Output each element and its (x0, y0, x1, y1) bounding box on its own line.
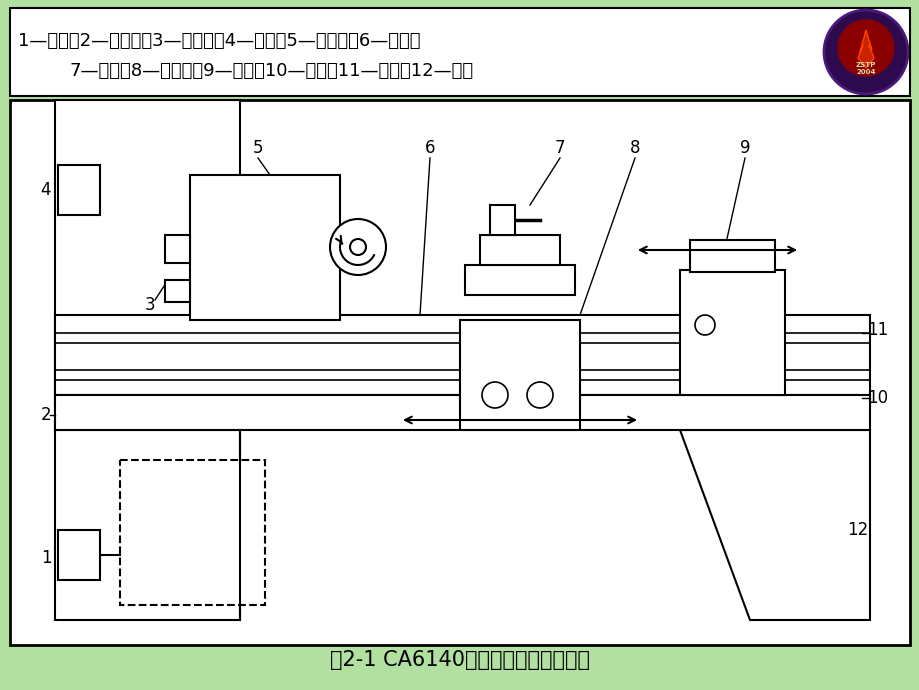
Bar (10, 100, 909, 645)
Bar (480, 235, 560, 265)
Text: 图2-1 CA6140普通车床的结构示意图: 图2-1 CA6140普通车床的结构示意图 (330, 650, 589, 670)
Text: 2: 2 (40, 406, 51, 424)
Bar (58, 530, 100, 580)
Bar (55, 100, 240, 430)
Text: 5: 5 (253, 139, 263, 157)
Text: 10: 10 (867, 389, 888, 407)
Bar (119, 460, 265, 605)
Bar (165, 280, 190, 302)
Bar (55, 315, 869, 395)
Circle shape (527, 382, 552, 408)
Text: ZSTP
2004: ZSTP 2004 (855, 62, 875, 75)
Bar (165, 235, 190, 263)
Text: 3: 3 (144, 296, 155, 314)
Bar (55, 430, 240, 620)
Bar (55, 395, 869, 430)
Text: 4: 4 (40, 181, 51, 199)
Text: 7: 7 (554, 139, 564, 157)
Text: 11: 11 (867, 321, 888, 339)
Circle shape (330, 219, 386, 275)
Circle shape (349, 239, 366, 255)
Bar (460, 320, 579, 430)
Bar (679, 270, 784, 395)
Bar (490, 205, 515, 235)
Circle shape (823, 10, 907, 94)
Bar (689, 240, 774, 272)
Text: 1: 1 (40, 549, 51, 567)
Text: 6: 6 (425, 139, 435, 157)
Text: 7—刀架；8—溜板箱；9—尾座；10—丝杠；11—光杠；12—床腿: 7—刀架；8—溜板箱；9—尾座；10—丝杠；11—光杠；12—床腿 (70, 62, 473, 80)
Bar (464, 265, 574, 295)
Polygon shape (857, 30, 873, 68)
Text: 9: 9 (739, 139, 749, 157)
Text: 1—带轮；2—进给箱；3—挂轮架；4—带轮；5—主轴箱；6—床身；: 1—带轮；2—进给箱；3—挂轮架；4—带轮；5—主轴箱；6—床身； (18, 32, 420, 50)
Text: 8: 8 (630, 139, 640, 157)
Bar (58, 165, 100, 215)
Circle shape (482, 382, 507, 408)
Polygon shape (679, 430, 869, 620)
Bar (10, 8, 909, 96)
Circle shape (694, 315, 714, 335)
Text: 12: 12 (846, 521, 868, 539)
Bar (190, 175, 340, 320)
Circle shape (837, 20, 893, 76)
